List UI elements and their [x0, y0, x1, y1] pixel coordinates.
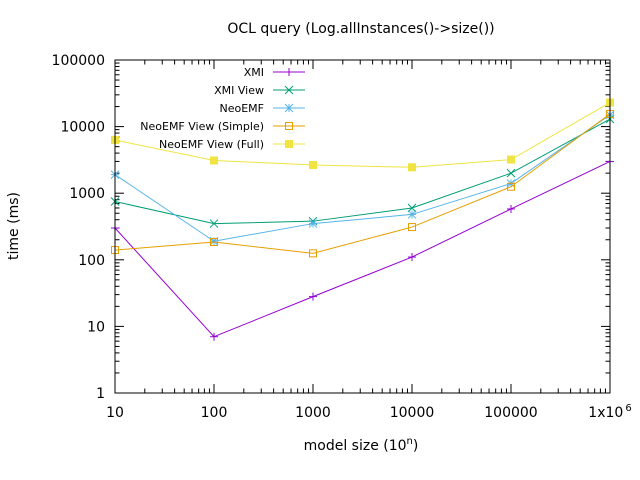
series-line	[114, 160, 611, 338]
y-tick-label: 1	[96, 386, 105, 402]
plus-marker	[309, 292, 317, 301]
plus-marker	[507, 204, 515, 213]
chart-title: OCL query (Log.allInstances()->size())	[227, 21, 494, 37]
open-square-marker	[408, 223, 416, 232]
cross-marker	[506, 168, 516, 178]
x-axis-label-superscript: n	[407, 436, 413, 447]
legend-entry: XMI View	[214, 84, 305, 97]
legend-label: NeoEMF View (Simple)	[140, 120, 264, 133]
x-tick-label: 10	[106, 405, 124, 421]
star-marker	[407, 210, 417, 219]
plus-marker	[210, 332, 218, 341]
cross-marker	[209, 219, 219, 228]
legend-entry: NeoEMF View (Full)	[159, 138, 305, 151]
x-axis-label-close: )	[413, 438, 418, 454]
legend-label: NeoEMF View (Full)	[159, 138, 264, 151]
open-square-marker	[210, 238, 218, 247]
y-tick-label: 10	[87, 319, 105, 335]
series-line	[114, 102, 611, 168]
y-axis-ticks: 1 10 100 1000 10000 100000	[52, 53, 610, 402]
y-axis-label: time (ms)	[6, 192, 22, 260]
x-tick-label: 1x10 6	[588, 403, 631, 421]
cross-marker	[407, 203, 417, 213]
y-tick-label: 10000	[60, 120, 105, 136]
plus-marker	[285, 68, 293, 76]
series-xmi	[111, 157, 614, 341]
series-line	[114, 118, 611, 225]
legend-label: XMI	[244, 66, 264, 79]
plot-frame	[114, 59, 611, 394]
legend-label: XMI View	[214, 84, 264, 97]
filled-square-marker	[285, 140, 293, 148]
star-marker	[308, 219, 318, 228]
filled-square-marker	[507, 155, 515, 164]
legend-entry: NeoEMF	[220, 102, 305, 115]
series-layer	[110, 98, 615, 341]
x-tick-label: 1000	[295, 405, 331, 421]
legend: XMI XMI View NeoEMF NeoEMF View (Simple) Neo…	[140, 66, 305, 151]
legend-entry: XMI	[244, 66, 305, 79]
series-line	[114, 114, 611, 242]
y-tick-label: 100000	[52, 53, 105, 69]
open-square-marker	[285, 122, 293, 130]
plus-marker	[408, 253, 416, 262]
filled-square-marker	[309, 161, 317, 170]
open-square-marker	[309, 249, 317, 258]
legend-label: NeoEMF	[220, 102, 265, 115]
filled-square-marker	[210, 156, 218, 165]
open-square-marker	[507, 182, 515, 191]
cross-marker	[284, 85, 294, 95]
x-axis-ticks: 10 100 1000 10000 100000 1x10 6	[106, 60, 632, 421]
x-tick-label: 100000	[484, 405, 537, 421]
x-axis-label-base: model size (10	[304, 438, 407, 454]
filled-square-marker	[408, 163, 416, 172]
x-axis-label: model size (10n)	[304, 436, 419, 454]
x-tick-label: 10000	[390, 405, 435, 421]
series-neoemf-view-full	[111, 98, 614, 172]
series-line	[114, 113, 611, 254]
y-tick-label: 1000	[69, 186, 105, 202]
x-tick-label: 100	[201, 405, 228, 421]
star-marker	[284, 103, 294, 113]
y-tick-label: 100	[78, 253, 105, 269]
legend-entry: NeoEMF View (Simple)	[140, 120, 305, 133]
